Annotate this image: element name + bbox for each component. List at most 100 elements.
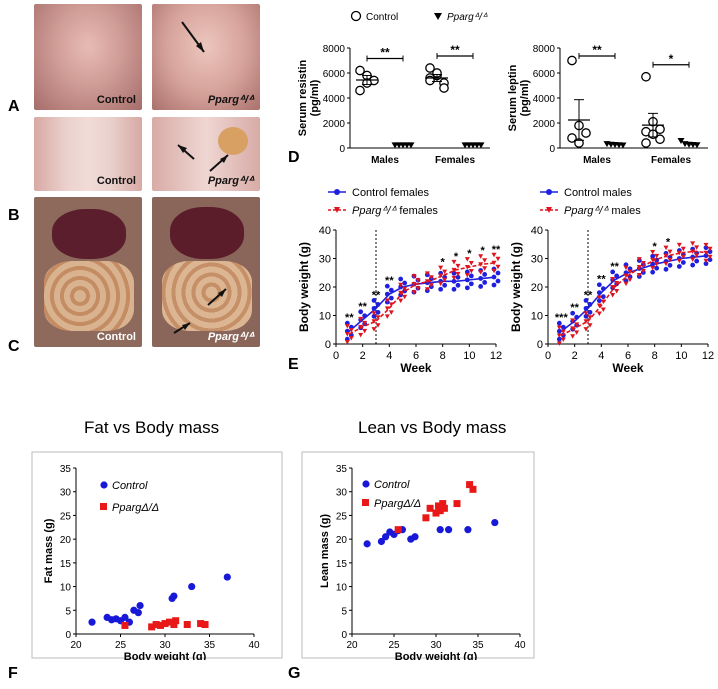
- data-point-pparg: [407, 142, 415, 149]
- data-point-control: [556, 320, 562, 326]
- data-point-control: [482, 280, 488, 285]
- data-point-pparg: [482, 258, 488, 263]
- category-label: Males: [583, 155, 611, 166]
- data-point-pparg: [636, 257, 642, 262]
- data-point-pparg: [491, 268, 497, 274]
- photo-caption: Ppargᐞ/ᐞ: [207, 175, 254, 187]
- x-tick-label: 8: [440, 350, 446, 362]
- data-point-control: [425, 63, 435, 73]
- data-point-control: [134, 609, 142, 617]
- legend-marker-pparg: [434, 13, 442, 20]
- data-point-control: [468, 273, 474, 279]
- y-tick-label: 30: [60, 488, 72, 499]
- data-point-control: [680, 260, 686, 265]
- data-point-control: [641, 71, 651, 82]
- y-axis-label: Fat mass (g): [43, 518, 55, 583]
- x-tick-label: 8: [652, 350, 658, 362]
- data-point-control: [478, 284, 484, 289]
- data-point-pparg: [583, 319, 589, 324]
- y-tick-label: 8000: [323, 44, 346, 55]
- photo-a-control: Control: [34, 4, 142, 110]
- x-tick-label: 10: [463, 350, 475, 362]
- legend-label-sex: males: [608, 205, 641, 217]
- x-axis-label: Body weight (g): [124, 651, 207, 660]
- data-point-control: [694, 258, 700, 264]
- data-point-control: [388, 287, 394, 293]
- data-point-control: [388, 295, 394, 301]
- data-point-control: [614, 273, 620, 279]
- data-point-pparg: [677, 138, 685, 144]
- data-point-control: [707, 257, 713, 263]
- data-point-control: [377, 537, 385, 546]
- series-line-pparg: [348, 261, 497, 335]
- legend-marker-pparg: [334, 207, 340, 213]
- y-tick-label: 4000: [323, 94, 346, 105]
- y-tick-label: 20: [60, 535, 72, 546]
- data-point-control: [170, 592, 178, 600]
- data-point-pparg: [439, 500, 447, 508]
- panel-label-g: G: [288, 665, 301, 682]
- significance-label: **: [492, 244, 501, 256]
- panel-label-e: E: [288, 356, 299, 373]
- y-tick-label: 2000: [323, 119, 346, 130]
- data-point-control: [136, 601, 144, 610]
- data-point-pparg: [161, 620, 169, 628]
- data-point-pparg: [469, 485, 477, 493]
- legend-label: Ppargᐞ/ᐞ: [447, 12, 488, 23]
- legend-label: Control: [112, 480, 148, 492]
- significance-label: *: [467, 248, 472, 260]
- y-axis-label: Serum resistin(pg/ml): [297, 60, 321, 137]
- data-point-pparg: [170, 621, 178, 629]
- data-point-pparg: [468, 261, 474, 266]
- legend-marker-pparg: [362, 499, 369, 506]
- y-tick-label: 20: [531, 282, 543, 294]
- y-tick-label: 30: [319, 254, 331, 266]
- data-point-pparg: [428, 283, 434, 288]
- data-point-control: [451, 286, 457, 292]
- data-point-pparg: [623, 281, 629, 287]
- data-point-control: [402, 280, 408, 286]
- data-point-pparg: [667, 249, 673, 255]
- data-point-control: [445, 526, 453, 534]
- legend-label-gene: Ppargᐞ/ᐞ: [564, 205, 609, 217]
- significance-label: *: [454, 251, 459, 263]
- data-point-control: [596, 282, 602, 288]
- data-point-control: [676, 264, 682, 269]
- x-tick-label: 30: [430, 640, 442, 651]
- data-point-pparg: [388, 310, 394, 315]
- data-point-pparg: [451, 275, 457, 281]
- data-point-control: [556, 336, 562, 342]
- data-point-pparg: [411, 274, 417, 279]
- y-tick-label: 10: [531, 311, 543, 323]
- significance-label: **: [345, 312, 354, 324]
- data-point-pparg: [663, 245, 669, 251]
- data-point-pparg: [371, 311, 377, 316]
- data-point-control: [703, 245, 709, 251]
- x-axis-label: Week: [400, 361, 431, 375]
- data-point-pparg: [440, 504, 448, 512]
- legend-marker-control: [100, 481, 108, 489]
- organ-shape: [218, 127, 248, 155]
- y-tick-label: 0: [325, 339, 331, 351]
- y-tick-label: 25: [60, 511, 72, 522]
- legend-label: Control: [366, 12, 398, 23]
- data-point-control: [663, 266, 669, 272]
- data-point-pparg: [358, 316, 364, 322]
- legend-label: Control males: [564, 187, 632, 199]
- data-point-pparg: [650, 249, 656, 255]
- data-point-control: [355, 65, 365, 76]
- data-point-control: [596, 298, 602, 304]
- x-tick-label: 40: [514, 640, 526, 651]
- data-point-control: [436, 526, 444, 534]
- data-point-control: [371, 313, 377, 319]
- data-point-pparg: [570, 334, 576, 339]
- y-tick-label: 30: [336, 488, 348, 499]
- arrow-icon: [177, 144, 229, 172]
- y-label-line: (pg/ml): [519, 79, 531, 116]
- significance-label: **: [380, 46, 390, 60]
- data-point-pparg: [362, 328, 368, 334]
- photo-b-pparg: Ppargᐞ/ᐞ: [152, 117, 260, 191]
- photo-a-pparg: Ppargᐞ/ᐞ: [152, 4, 260, 110]
- data-point-pparg: [197, 620, 205, 628]
